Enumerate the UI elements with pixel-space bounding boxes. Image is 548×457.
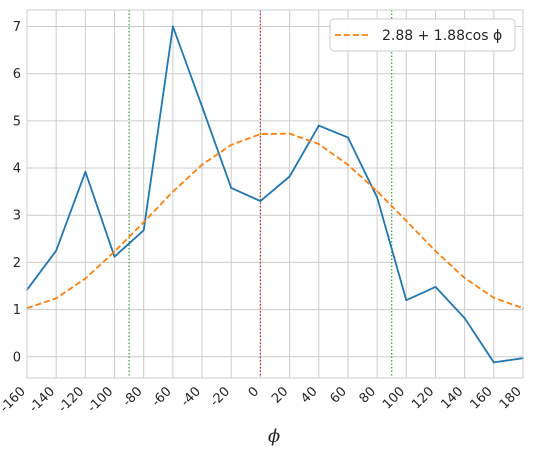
x-tick-label: -160 xyxy=(0,384,29,415)
series-1-point xyxy=(142,229,145,232)
y-tick-label: 0 xyxy=(13,350,21,365)
x-axis: -160-140-120-100 -80 -60 -40 -20 0 20 40 60 80 100… xyxy=(0,384,525,415)
x-tick-label: 40 xyxy=(298,384,320,406)
series-2-point xyxy=(142,221,145,224)
y-tick-label: 6 xyxy=(13,67,21,82)
series-1-point xyxy=(259,200,262,202)
series-1-point xyxy=(347,136,349,139)
series-2-point xyxy=(463,277,466,279)
y-tick-label: 1 xyxy=(13,303,21,318)
legend-box xyxy=(329,18,516,52)
y-tick-label: 4 xyxy=(13,162,21,177)
x-tick-label: -40 xyxy=(178,384,204,410)
plot-frame xyxy=(26,9,524,379)
series-2-point xyxy=(55,297,58,300)
y-tick-label: 5 xyxy=(13,114,21,129)
series-1-point xyxy=(171,25,174,28)
series-line-2 xyxy=(26,132,524,310)
x-tick-label: -100 xyxy=(85,384,116,415)
x-tick-label: 60 xyxy=(327,384,349,406)
x-tick-label: -20 xyxy=(207,384,233,410)
legend: 2.88 + 1.88cos ϕ xyxy=(329,18,516,52)
x-tick-label: 120 xyxy=(409,384,437,412)
series-2-point xyxy=(347,163,349,166)
x-tick-label: -120 xyxy=(56,384,87,415)
series-1-point xyxy=(405,299,408,302)
series-2-point xyxy=(288,132,291,135)
y-tick-label: 2 xyxy=(13,256,21,271)
series-2-point xyxy=(201,163,203,166)
series-2-point xyxy=(317,143,320,145)
series-layer xyxy=(26,25,524,364)
series-1-point xyxy=(463,317,466,319)
x-tick-label: 140 xyxy=(438,384,466,412)
series-1-point xyxy=(113,255,116,258)
x-tick-label: 20 xyxy=(269,384,291,406)
series-2-point xyxy=(434,250,437,252)
series-2-point xyxy=(84,277,87,280)
y-tick-label: 3 xyxy=(13,209,21,224)
series-1-point xyxy=(288,175,291,178)
series-1-point xyxy=(376,196,379,199)
series-2-point xyxy=(405,219,408,222)
series-2-point xyxy=(230,144,233,146)
series-2-point xyxy=(376,190,379,193)
x-tick-label: 180 xyxy=(497,384,525,412)
series-1-point xyxy=(434,286,437,288)
y-axis: 0 1 2 3 4 5 6 7 xyxy=(13,20,21,365)
x-tick-label: 160 xyxy=(467,384,495,412)
series-1-point xyxy=(230,186,233,189)
x-tick-label: -140 xyxy=(27,384,58,415)
series-line-1 xyxy=(26,25,524,364)
series-2-point xyxy=(492,296,495,299)
series-1-point xyxy=(55,249,58,252)
x-tick-label: 0 xyxy=(246,384,262,400)
series-2-point xyxy=(259,133,262,135)
x-tick-label: 100 xyxy=(380,384,408,412)
series-1-point xyxy=(201,105,203,108)
series-1-point xyxy=(492,361,495,364)
series-1-point xyxy=(84,170,87,173)
series-1-point xyxy=(317,124,320,127)
plot-background xyxy=(27,10,523,378)
x-axis-label: ϕ xyxy=(268,426,280,447)
x-tick-label: -60 xyxy=(149,384,175,410)
x-tick-label: -80 xyxy=(120,384,146,410)
y-tick-label: 7 xyxy=(13,20,21,35)
series-2-point xyxy=(113,250,116,253)
legend-entry-label: 2.88 + 1.88cos ϕ xyxy=(382,28,502,44)
series-2-point xyxy=(171,190,174,193)
x-tick-label: 80 xyxy=(357,384,379,406)
